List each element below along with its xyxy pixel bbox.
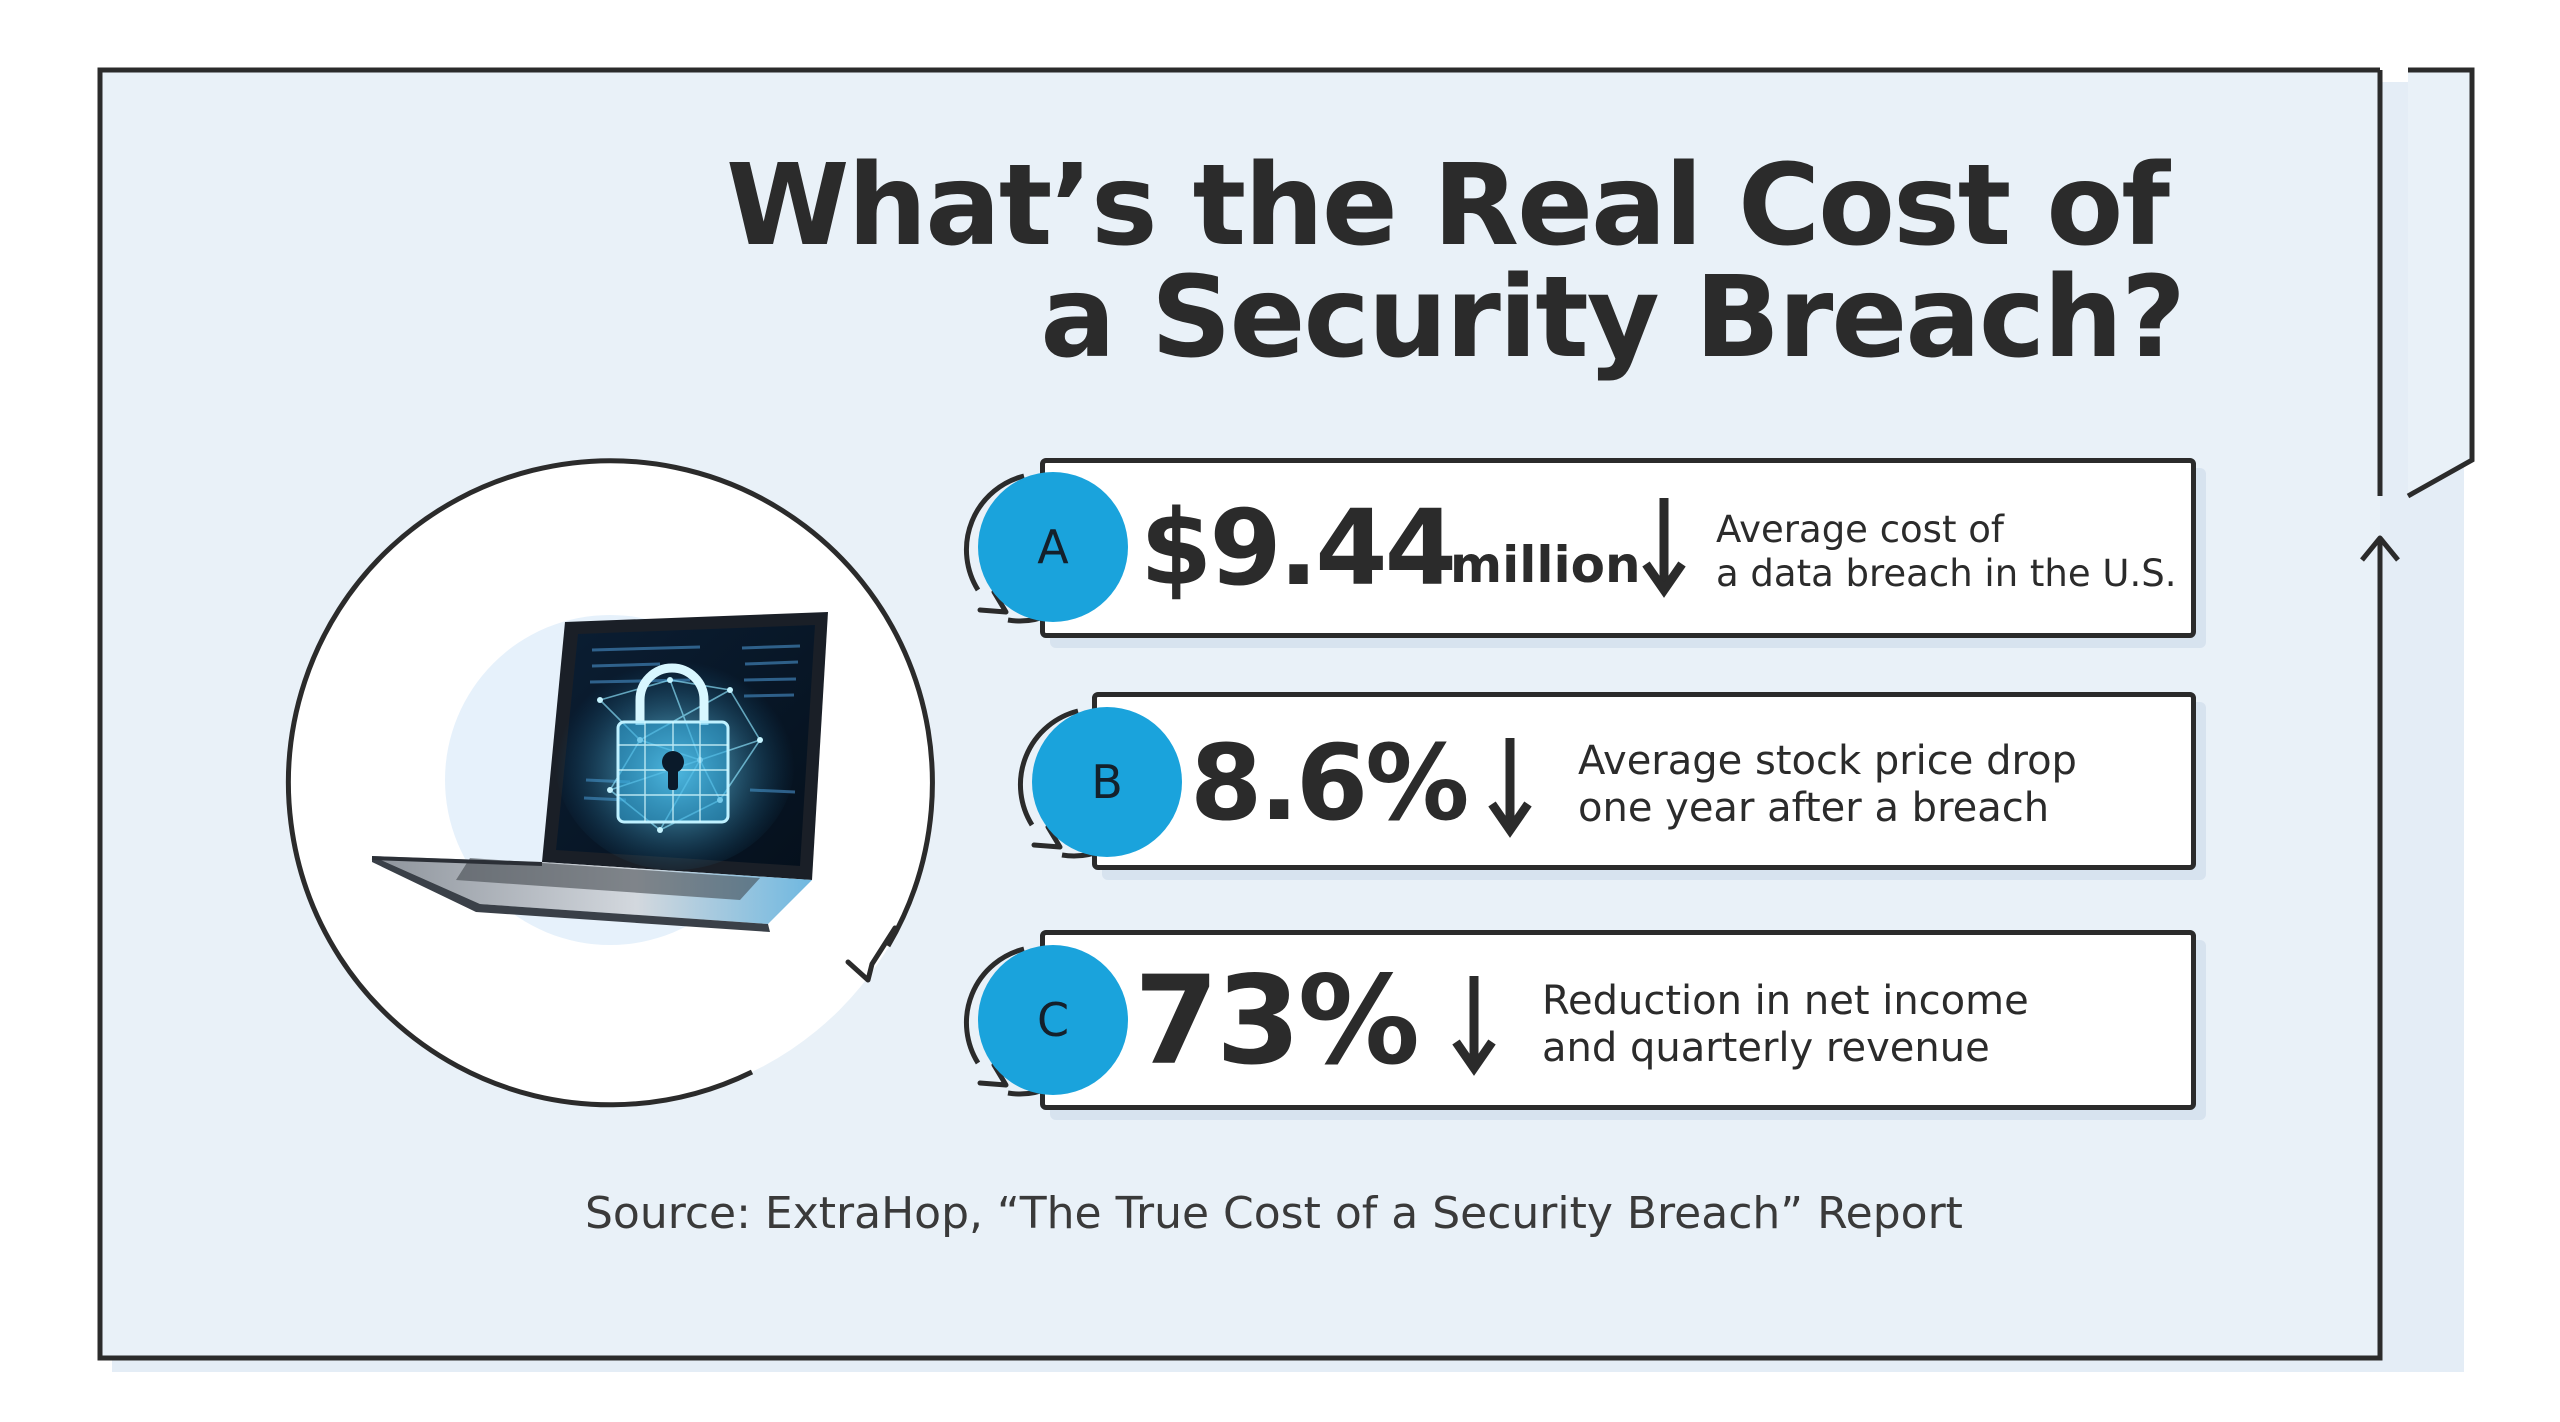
- source-note: Source: ExtraHop, “The True Cost of a Se…: [585, 1188, 1963, 1239]
- stat-description-c: Reduction in net income and quarterly re…: [1542, 978, 2029, 1072]
- stat-description-b-line-1: Average stock price drop: [1578, 738, 2077, 784]
- down-arrow-icon-c: [1452, 976, 1496, 1076]
- badge-a: A: [978, 472, 1128, 622]
- down-arrow-icon-a: [1642, 498, 1686, 598]
- stat-description-c-line-1: Reduction in net income: [1542, 978, 2029, 1024]
- badge-c: C: [978, 945, 1128, 1095]
- stat-description-a-line-1: Average cost of: [1716, 508, 2004, 551]
- stat-value-a: $9.44: [1140, 487, 1457, 609]
- circle-arrow-icon: [845, 925, 898, 983]
- stat-unit-a: million: [1450, 536, 1641, 594]
- badge-b: B: [1032, 707, 1182, 857]
- laptop-with-padlock-icon: [371, 612, 828, 932]
- stat-card-c: [1040, 930, 2196, 1110]
- title-line-1: What’s the Real Cost of: [726, 141, 2170, 271]
- stat-value-c: 73%: [1134, 950, 1420, 1092]
- stat-description-a-line-2: a data breach in the U.S.: [1716, 551, 2177, 595]
- folded-strip: [2406, 67, 2475, 499]
- stat-description-b: Average stock price drop one year after …: [1578, 738, 2077, 832]
- stat-description-c-line-2: and quarterly revenue: [1542, 1025, 1990, 1072]
- title-line-2: a Security Breach?: [1040, 253, 2186, 383]
- up-arrow-icon: [2360, 535, 2400, 562]
- stat-card-b: [1092, 692, 2196, 870]
- stat-description-a: Average cost of a data breach in the U.S…: [1716, 508, 2176, 595]
- down-arrow-icon-b: [1488, 738, 1532, 838]
- stat-value-b: 8.6%: [1190, 722, 1469, 844]
- stat-description-b-line-2: one year after a breach: [1578, 785, 2050, 832]
